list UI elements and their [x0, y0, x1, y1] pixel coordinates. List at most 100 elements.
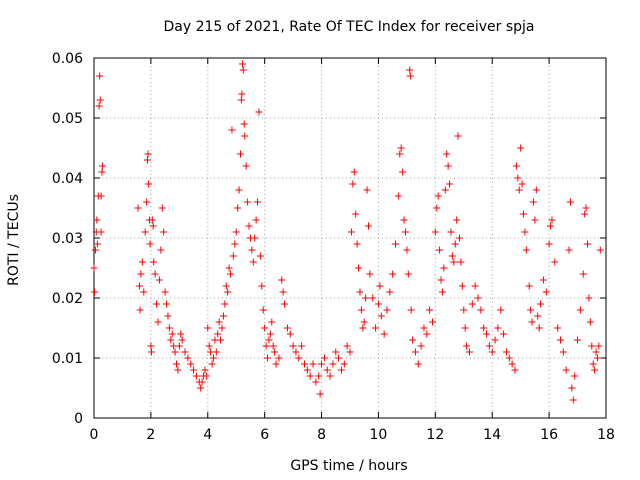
data-point: [90, 264, 98, 272]
data-point: [272, 360, 280, 368]
data-point: [172, 360, 180, 368]
data-point: [197, 384, 205, 392]
data-point: [266, 330, 274, 338]
data-point: [362, 294, 370, 302]
x-tick-label: 12: [426, 427, 444, 443]
data-point: [259, 306, 267, 314]
data-point: [347, 228, 355, 236]
data-point: [234, 204, 242, 212]
data-point: [471, 282, 479, 290]
grid-lines: [94, 58, 606, 418]
data-point: [346, 348, 354, 356]
data-point: [399, 168, 407, 176]
data-point: [551, 258, 559, 266]
data-point: [158, 204, 166, 212]
data-point: [192, 372, 200, 380]
data-point: [444, 162, 452, 170]
x-tick-label: 4: [203, 427, 212, 443]
data-point: [316, 390, 324, 398]
data-point: [350, 168, 358, 176]
y-tick-label: 0: [74, 411, 83, 427]
data-point: [397, 144, 405, 152]
data-point: [505, 354, 513, 362]
data-point: [145, 180, 153, 188]
data-point: [539, 276, 547, 284]
data-point: [569, 396, 577, 404]
data-point: [98, 168, 106, 176]
data-point: [175, 342, 183, 350]
y-tick-label: 0.05: [52, 111, 83, 127]
data-point: [409, 336, 417, 344]
data-point: [335, 354, 343, 362]
data-point: [525, 282, 533, 290]
data-points: [90, 60, 604, 404]
data-point: [497, 306, 505, 314]
data-point: [511, 366, 519, 374]
data-point: [165, 324, 173, 332]
data-point: [372, 324, 380, 332]
data-point: [237, 96, 245, 104]
data-point: [357, 306, 365, 314]
data-point: [143, 156, 151, 164]
data-point: [596, 246, 604, 254]
data-point: [517, 144, 525, 152]
data-point: [205, 342, 213, 350]
data-point: [340, 360, 348, 368]
data-point: [323, 366, 331, 374]
data-point: [138, 258, 146, 266]
x-tick-label: 0: [90, 427, 99, 443]
data-point: [559, 348, 567, 356]
data-point: [254, 198, 262, 206]
data-point: [440, 264, 448, 272]
data-point: [249, 258, 257, 266]
data-point: [568, 384, 576, 392]
data-point: [96, 72, 104, 80]
data-point: [242, 162, 250, 170]
data-point: [534, 312, 542, 320]
data-point: [414, 360, 422, 368]
data-point: [155, 276, 163, 284]
data-point: [463, 342, 471, 350]
data-point: [585, 294, 593, 302]
data-point: [574, 336, 582, 344]
y-tick-label: 0.06: [52, 51, 83, 67]
data-point: [515, 186, 523, 194]
data-point: [298, 342, 306, 350]
data-point: [232, 228, 240, 236]
y-tick-label: 0.04: [52, 171, 83, 187]
y-tick-label: 0.03: [52, 231, 83, 247]
data-point: [460, 306, 468, 314]
data-point: [355, 264, 363, 272]
data-point: [157, 246, 165, 254]
data-point: [508, 360, 516, 368]
data-point: [531, 216, 539, 224]
data-point: [198, 378, 206, 386]
data-point: [406, 66, 414, 74]
data-point: [134, 204, 142, 212]
data-point: [279, 288, 287, 296]
data-point: [229, 252, 237, 260]
data-point: [151, 270, 159, 278]
data-point: [212, 348, 220, 356]
data-point: [225, 264, 233, 272]
data-point: [366, 270, 374, 278]
data-point: [343, 342, 351, 350]
data-point: [593, 354, 601, 362]
data-point: [224, 288, 232, 296]
data-point: [320, 354, 328, 362]
data-point: [434, 192, 442, 200]
data-point: [582, 204, 590, 212]
data-point: [352, 210, 360, 218]
data-point: [141, 228, 149, 236]
data-point: [591, 366, 599, 374]
data-point: [93, 240, 101, 248]
data-point: [300, 360, 308, 368]
data-point: [428, 318, 436, 326]
data-point: [454, 132, 462, 140]
data-point: [315, 372, 323, 380]
data-point: [309, 360, 317, 368]
data-point: [457, 258, 465, 266]
data-point: [438, 288, 446, 296]
data-point: [286, 330, 294, 338]
data-point: [522, 246, 530, 254]
